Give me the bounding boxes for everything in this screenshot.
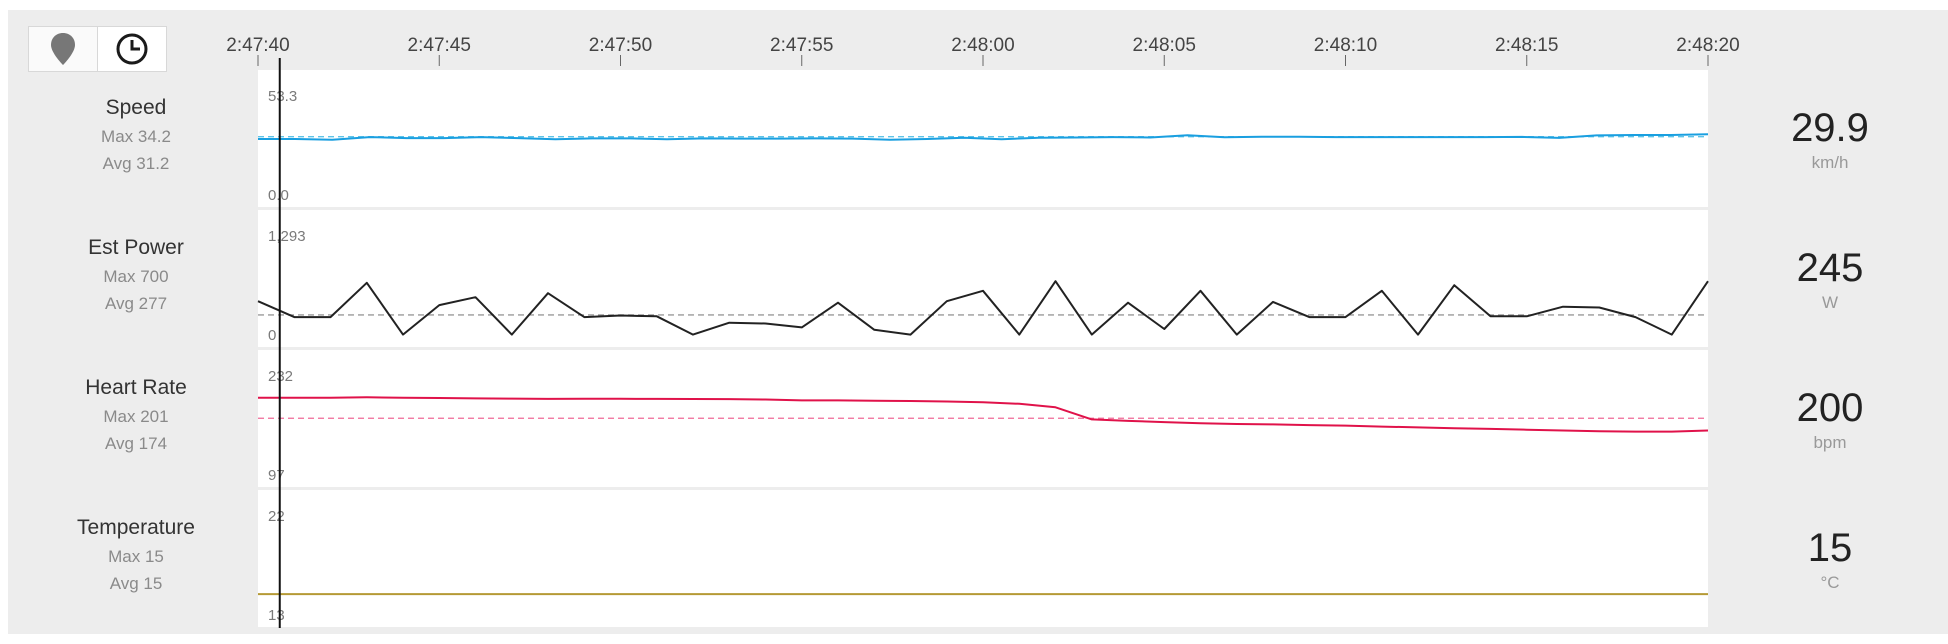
power-label-block: Est Power Max 700 Avg 277	[16, 210, 256, 314]
time-view-button[interactable]	[97, 26, 167, 72]
power-current: 245 W	[1710, 210, 1948, 347]
heart-rate-value: 200	[1796, 386, 1864, 430]
temperature-label: Temperature	[77, 516, 195, 539]
power-ymin: 0	[268, 327, 277, 344]
temperature-plot[interactable]	[258, 490, 1708, 627]
speed-max: Max 34.2	[101, 127, 171, 146]
time-axis-label: 2:48:00	[951, 35, 1014, 56]
power-value: 245	[1796, 246, 1864, 290]
time-axis-label: 2:48:20	[1676, 35, 1739, 56]
heart-rate-ymax: 232	[268, 368, 294, 385]
heart-rate-unit: bpm	[1813, 433, 1847, 452]
heart-rate-label: Heart Rate	[85, 376, 187, 399]
map-pin-icon	[51, 33, 75, 65]
time-axis: 2:47:40 2:47:45 2:47:50 2:47:55 2:48:00 2:48:…	[226, 35, 1740, 66]
time-axis-label: 2:48:15	[1495, 35, 1558, 56]
time-axis-label: 2:48:05	[1133, 35, 1196, 56]
time-axis-label: 2:47:40	[226, 35, 289, 56]
view-toggle	[28, 26, 167, 74]
time-axis-label: 2:48:10	[1314, 35, 1377, 56]
temperature-unit: °C	[1820, 573, 1840, 592]
speed-current: 29.9 km/h	[1710, 70, 1948, 207]
temperature-current: 15 °C	[1710, 490, 1948, 627]
power-max: Max 700	[103, 267, 169, 286]
heart-rate-plot[interactable]	[258, 350, 1708, 487]
speed-value: 29.9	[1791, 106, 1869, 150]
temperature-label-block: Temperature Max 15 Avg 15	[16, 490, 256, 594]
heart-rate-label-block: Heart Rate Max 201 Avg 174	[16, 350, 256, 454]
speed-ymin: 0.0	[268, 187, 289, 204]
heart-rate-max: Max 201	[103, 407, 169, 426]
speed-label-block: Speed Max 34.2 Avg 31.2	[16, 70, 256, 174]
time-axis-label: 2:47:55	[770, 35, 833, 56]
power-plot[interactable]	[258, 210, 1708, 347]
power-avg: Avg 277	[104, 294, 168, 313]
activity-graph-panel: 2:47:40 2:47:45 2:47:50 2:47:55 2:48:00 2:48:…	[8, 10, 1948, 634]
heart-rate-ymin: 97	[268, 467, 285, 484]
temperature-ymax: 22	[268, 508, 285, 525]
speed-label: Speed	[105, 96, 167, 119]
temperature-max: Max 15	[108, 547, 164, 566]
time-axis-label: 2:47:45	[408, 35, 471, 56]
map-view-button[interactable]	[28, 26, 98, 72]
power-label: Est Power	[88, 236, 184, 259]
clock-icon	[116, 33, 148, 65]
speed-unit: km/h	[1811, 153, 1849, 172]
temperature-value: 15	[1807, 526, 1853, 570]
speed-plot[interactable]	[258, 70, 1708, 207]
speed-ymax: 53.3	[268, 88, 298, 105]
power-ymax: 1,293	[268, 228, 306, 245]
heart-rate-current: 200 bpm	[1710, 350, 1948, 487]
time-axis-label: 2:47:50	[589, 35, 652, 56]
temperature-ymin: 13	[268, 607, 285, 624]
power-unit: W	[1821, 293, 1839, 312]
speed-avg: Avg 31.2	[102, 154, 170, 173]
temperature-avg: Avg 15	[109, 574, 163, 593]
heart-rate-avg: Avg 174	[104, 434, 168, 453]
